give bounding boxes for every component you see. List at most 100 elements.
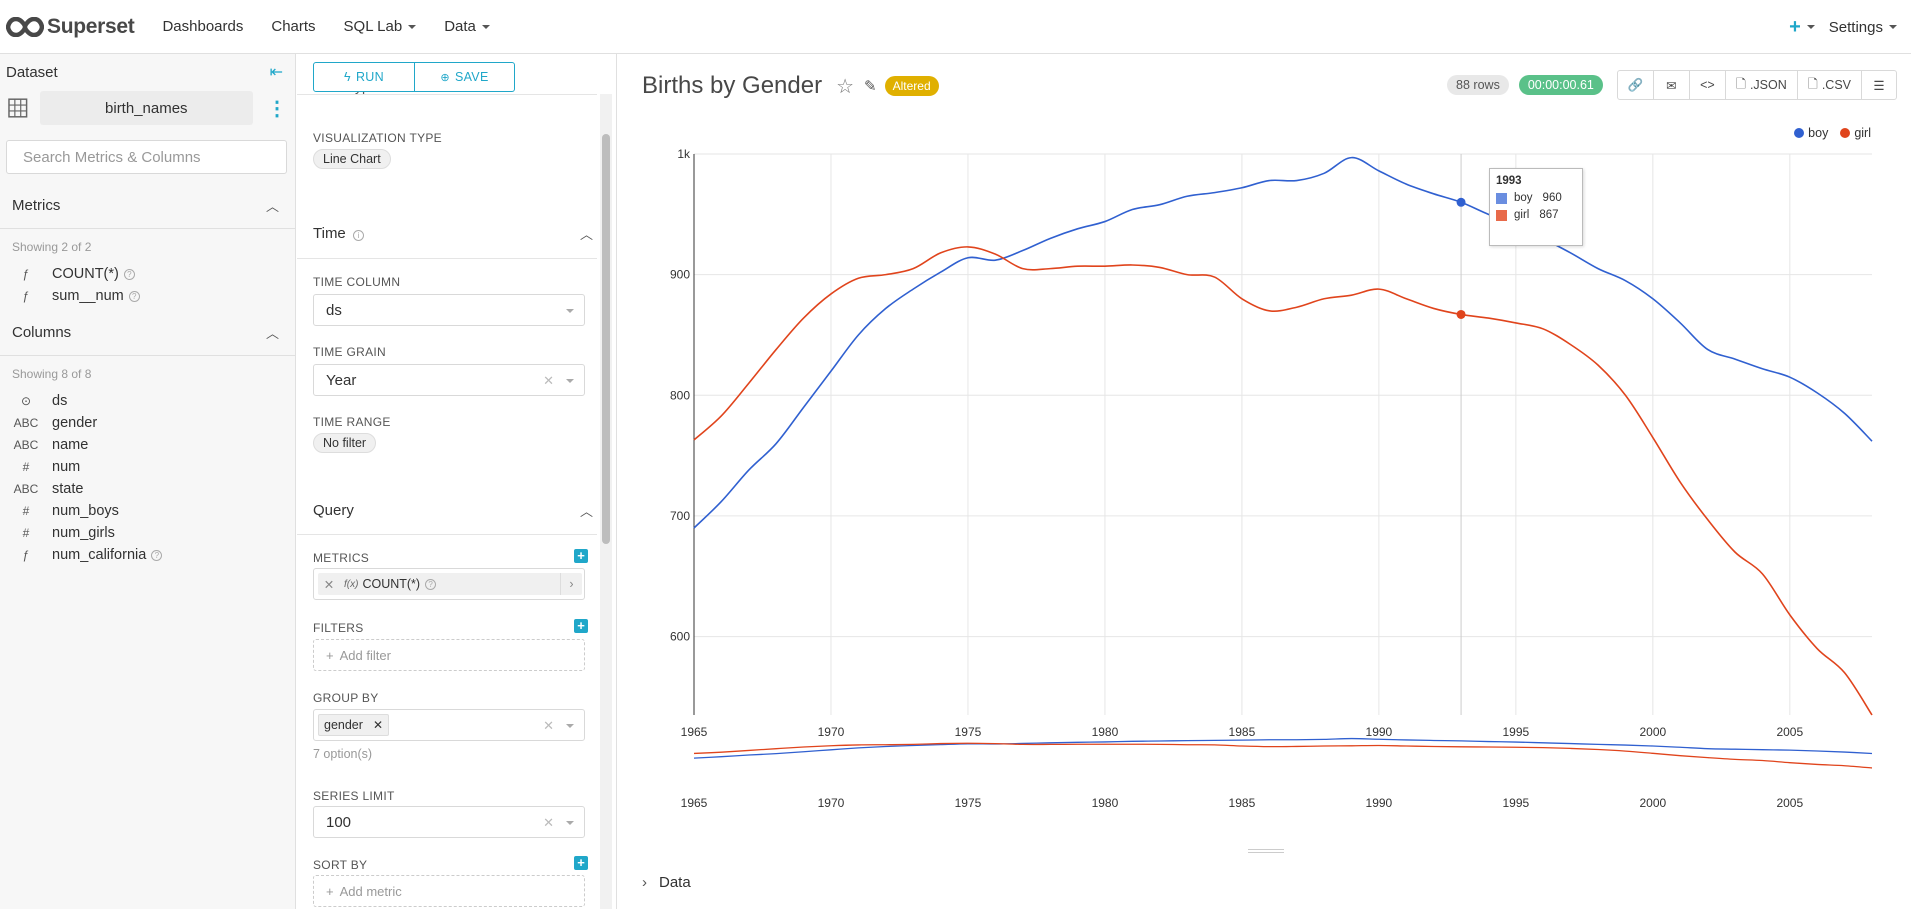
- link-icon[interactable]: 🔗: [1618, 71, 1654, 99]
- remove-icon[interactable]: ✕: [323, 577, 335, 592]
- scrollbar-thumb[interactable]: [602, 134, 610, 544]
- add-metric-button[interactable]: + Add metric: [313, 875, 585, 907]
- metrics-section-header[interactable]: Metrics ︿: [0, 192, 295, 218]
- columns-section-header[interactable]: Columns ︿: [0, 319, 295, 345]
- help-icon[interactable]: ?: [151, 549, 163, 561]
- code-icon[interactable]: <>: [1690, 71, 1726, 99]
- caret-down-icon: [566, 379, 574, 383]
- add-filter-button[interactable]: + Add filter: [313, 639, 585, 671]
- chevron-up-icon: ︿: [265, 198, 279, 214]
- numeric-type-icon: #: [22, 504, 30, 518]
- add-filter-plus-icon[interactable]: +: [574, 619, 588, 633]
- star-icon[interactable]: ☆: [836, 75, 855, 98]
- nav-charts[interactable]: Charts: [271, 18, 315, 35]
- save-button[interactable]: ⊕ SAVE: [415, 62, 515, 92]
- time-grain-label: TIME GRAIN: [313, 345, 387, 359]
- metric-item[interactable]: ƒ COUNT(*) ?: [0, 263, 295, 285]
- overview-x-tick-label: 1990: [1366, 796, 1393, 810]
- column-item[interactable]: # num_boys: [0, 500, 295, 522]
- time-grain-select[interactable]: Year ✕: [313, 364, 585, 396]
- column-item[interactable]: ƒ num_california?: [0, 544, 295, 566]
- sort-by-label: SORT BY: [313, 858, 368, 872]
- nav-sql-lab[interactable]: SQL Lab: [344, 18, 417, 35]
- columns-title: Columns: [12, 323, 72, 341]
- series-limit-select[interactable]: 100 ✕: [313, 806, 585, 838]
- email-icon[interactable]: ✉: [1654, 71, 1690, 99]
- altered-badge[interactable]: Altered: [884, 76, 939, 96]
- chevron-right-icon[interactable]: ›: [560, 573, 582, 595]
- collapse-panel-icon[interactable]: ⇤: [269, 64, 283, 81]
- caret-down-icon: [481, 24, 490, 29]
- column-item[interactable]: # num_girls: [0, 522, 295, 544]
- dataset-name[interactable]: birth_names: [39, 91, 253, 125]
- remove-icon[interactable]: ✕: [372, 718, 383, 732]
- data-section-label: Data: [659, 874, 691, 891]
- chart-title[interactable]: Births by Gender: [642, 72, 823, 99]
- save-icon: ⊕: [440, 71, 450, 84]
- metric-item[interactable]: ƒ sum__num ?: [0, 285, 295, 307]
- settings-label: Settings: [1828, 18, 1883, 36]
- column-item[interactable]: ⊙ ds: [0, 390, 295, 412]
- edit-icon[interactable]: ✎: [864, 78, 877, 95]
- column-item[interactable]: ABC gender: [0, 412, 295, 434]
- clear-icon[interactable]: ✕: [543, 718, 554, 733]
- metric-name: sum__num: [52, 288, 124, 304]
- time-section-header[interactable]: Time i ︿: [313, 224, 593, 243]
- time-column-select[interactable]: ds: [313, 294, 585, 326]
- legend-swatch: [1496, 192, 1507, 204]
- data-section-toggle[interactable]: › Data: [642, 874, 691, 891]
- top-navbar: Superset Dashboards Charts SQL Lab Data …: [0, 0, 1911, 54]
- help-icon[interactable]: ?: [425, 578, 437, 590]
- legend-item-girl[interactable]: girl: [1840, 126, 1871, 140]
- group-by-tag[interactable]: gender ✕: [318, 714, 389, 736]
- superset-logo[interactable]: Superset: [6, 15, 135, 39]
- metric-tag[interactable]: ✕ f(x) COUNT(*) ? ›: [318, 573, 582, 595]
- settings-menu[interactable]: Settings: [1829, 19, 1897, 36]
- plus-icon: +: [326, 883, 334, 899]
- add-sort-plus-icon[interactable]: +: [574, 856, 588, 870]
- plus-icon: +: [326, 647, 334, 663]
- row-count-badge: 88 rows: [1447, 75, 1509, 95]
- more-vertical-icon[interactable]: ⋮: [267, 97, 287, 120]
- export-csv-button[interactable]: 🗋 .CSV: [1798, 71, 1862, 99]
- group-by-hint: 7 option(s): [313, 747, 373, 761]
- overview-x-tick-label: 1985: [1229, 796, 1256, 810]
- run-button[interactable]: ϟ RUN: [313, 62, 415, 92]
- add-metric-plus-icon[interactable]: +: [574, 549, 588, 563]
- search-metrics-columns-input[interactable]: Search Metrics & Columns: [6, 140, 287, 174]
- help-icon[interactable]: ?: [123, 268, 135, 280]
- column-item[interactable]: # num: [0, 456, 295, 478]
- line-chart[interactable]: 600 700 800 900 1k 1965 1970 1975 1980 1985 1990 19…: [618, 54, 1911, 854]
- string-type-icon: ABC: [13, 438, 39, 452]
- legend-item-boy[interactable]: boy: [1794, 126, 1828, 140]
- column-name: name: [52, 437, 89, 453]
- clock-icon: ⊙: [20, 394, 32, 408]
- nav-dashboards[interactable]: Dashboards: [162, 18, 243, 35]
- y-tick-label: 1k: [677, 147, 691, 161]
- export-json-button[interactable]: 🗋 .JSON: [1726, 71, 1798, 99]
- group-by-select[interactable]: gender ✕ ✕: [313, 709, 585, 741]
- column-item[interactable]: ABC name: [0, 434, 295, 456]
- viz-type-selector[interactable]: Line Chart: [313, 149, 391, 169]
- x-tick-label: 2000: [1639, 725, 1666, 739]
- y-tick-label: 600: [670, 630, 690, 644]
- hover-point-boy: [1456, 197, 1466, 207]
- nav-dashboards-label: Dashboards: [162, 18, 244, 35]
- numeric-type-icon: #: [22, 460, 30, 474]
- column-item[interactable]: ABC state: [0, 478, 295, 500]
- resize-handle[interactable]: [1248, 849, 1284, 853]
- clear-icon[interactable]: ✕: [543, 373, 554, 388]
- new-menu[interactable]: +: [1789, 16, 1815, 39]
- function-icon: f(x): [344, 578, 359, 590]
- info-icon[interactable]: i: [352, 230, 364, 241]
- column-name: num_california: [52, 547, 147, 563]
- help-icon[interactable]: ?: [128, 290, 140, 302]
- menu-icon[interactable]: ☰: [1873, 78, 1885, 93]
- time-range-selector[interactable]: No filter: [313, 433, 377, 453]
- clear-icon[interactable]: ✕: [543, 815, 554, 830]
- nav-data[interactable]: Data: [444, 18, 490, 35]
- chevron-up-icon: ︿: [579, 227, 593, 242]
- query-section-header[interactable]: Query ︿: [313, 501, 593, 520]
- chart-area: Births by Gender ☆ ✎ Altered 88 rows 00:…: [618, 54, 1911, 909]
